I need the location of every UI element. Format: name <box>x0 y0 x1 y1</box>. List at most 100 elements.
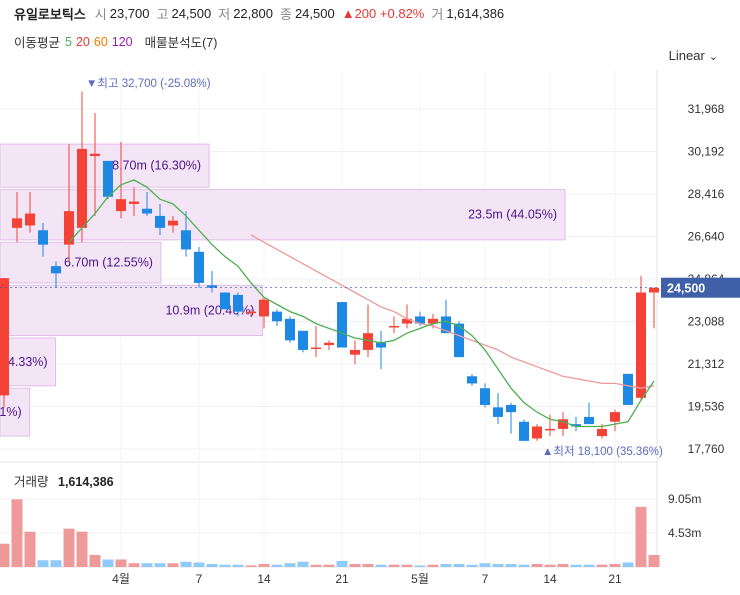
ma120-legend[interactable]: 120 <box>111 34 133 49</box>
y-tick-label: 31,968 <box>688 102 725 116</box>
volume-bar <box>336 560 348 567</box>
close-value: 24,500 <box>294 5 335 21</box>
candle-body <box>311 347 321 350</box>
candle-body <box>155 215 165 228</box>
volume-bar <box>180 561 192 567</box>
candle-body <box>415 316 425 324</box>
x-tick-label: 7 <box>482 572 489 586</box>
candle-body <box>116 199 126 212</box>
candle-body <box>337 302 347 348</box>
candle-body <box>610 412 620 422</box>
x-tick-label: 4월 <box>112 572 130 586</box>
volume-profile-toggle[interactable]: 매물분석도(7) <box>144 36 218 50</box>
candle-body <box>428 318 438 324</box>
volume-bar <box>24 531 36 567</box>
high-value: 24,500 <box>171 5 212 21</box>
candle-body <box>12 218 22 228</box>
moving-average-toggle[interactable]: 이동평균 <box>14 36 61 50</box>
candle-body <box>90 153 100 157</box>
x-tick-label: 21 <box>335 572 349 586</box>
candle-body <box>51 266 61 274</box>
volume-profile-label: 8.70m (16.30%) <box>112 159 201 173</box>
y-tick-label: 17,760 <box>688 442 725 456</box>
indicator-row: 이동평균 5 20 60 120 매물분석도(7) <box>14 32 222 51</box>
y-tick-label: 21,312 <box>688 357 725 371</box>
volume-bar <box>596 564 608 567</box>
candle-body <box>233 294 243 312</box>
candle-body <box>480 388 490 405</box>
chevron-down-icon: ⌄ <box>708 51 718 63</box>
volume-bar <box>128 563 140 567</box>
volume-bar <box>609 563 621 567</box>
scale-mode-label: Linear <box>668 48 705 63</box>
volume-bar <box>115 559 127 567</box>
volume-bar <box>154 563 166 567</box>
volume-bar <box>531 563 543 567</box>
ma20-line <box>250 234 655 389</box>
volume-bar <box>76 531 88 567</box>
change-amount: 200 <box>354 5 377 21</box>
candle-body <box>532 426 542 439</box>
candle-body <box>207 285 217 288</box>
volume-bar <box>362 563 374 567</box>
y-tick-label: 23,088 <box>688 315 725 329</box>
candle-body <box>506 404 516 413</box>
change-percent: +0.82% <box>379 5 425 21</box>
volume-bar <box>102 559 114 567</box>
volume-profile-label: 1.23m (2.31%) <box>0 405 22 419</box>
stock-name: 유일로보틱스 <box>14 6 86 22</box>
candle-body <box>0 278 9 396</box>
low-annotation: ▲최저 18,100 (35.36%) <box>542 445 663 458</box>
volume-bar <box>284 563 296 567</box>
current-price-label: 24,500 <box>667 282 705 296</box>
candle-body <box>142 208 152 214</box>
volume-bar <box>0 543 10 567</box>
volume-bar <box>505 563 517 567</box>
high-annotation: ▼최고 32,700 (-25.08%) <box>86 77 211 90</box>
chart-labels: ▼최고 32,700 (-25.08%) ▲최저 18,100 (35.36%) 2… <box>0 77 740 458</box>
volume-profile-bar <box>0 387 31 437</box>
volume-bar <box>518 564 530 567</box>
candle-body <box>272 311 282 322</box>
y-tick-label: 26,640 <box>688 230 725 244</box>
x-tick-label: 5월 <box>411 572 429 586</box>
volume-profile-label: 10.9m (20.46%) <box>165 303 254 317</box>
volume-panel-title: 거래량 <box>14 475 49 489</box>
candle-body <box>363 333 373 350</box>
volume-profile-bar <box>0 337 57 387</box>
candle-body <box>519 421 529 441</box>
volume-profile-label: 2.31m (4.33%) <box>0 355 48 369</box>
open-label: 시 <box>94 6 107 22</box>
ma60-legend[interactable]: 60 <box>93 34 108 49</box>
volume-bar <box>193 562 205 567</box>
volume-bar <box>414 565 426 567</box>
volume-bar <box>453 563 465 567</box>
volume-panel-value: 1,614,386 <box>58 475 114 489</box>
volume-bar <box>11 499 23 567</box>
candle-body <box>597 428 607 437</box>
high-label: 고 <box>156 6 169 22</box>
volume-profile-bar <box>0 284 263 337</box>
candle-body <box>389 325 399 328</box>
candle-body <box>441 316 451 334</box>
moving-average-lines <box>68 179 655 428</box>
volume-bar <box>427 564 439 567</box>
volume-value: 1,614,386 <box>446 5 505 21</box>
volume-tick-label: 9.05m <box>668 492 701 506</box>
quote-header: 유일로보틱스 시 23,700 고 24,500 저 22,800 종 24,5… <box>14 4 511 22</box>
scale-selector[interactable]: Linear ⌄ <box>669 48 718 63</box>
candle-body <box>129 201 139 204</box>
volume-bar <box>622 562 634 567</box>
candle-body <box>103 160 113 197</box>
up-arrow-icon: ▲ <box>341 5 355 21</box>
volume-bar <box>141 563 153 567</box>
low-label: 저 <box>218 6 231 22</box>
volume-bar <box>401 564 413 567</box>
ma20-legend[interactable]: 20 <box>75 34 90 49</box>
volume-bar <box>466 564 478 567</box>
candles <box>0 91 659 441</box>
change-value: ▲200 +0.82% <box>342 6 425 21</box>
ma5-legend[interactable]: 5 <box>65 34 72 49</box>
volume-bar <box>258 563 270 567</box>
